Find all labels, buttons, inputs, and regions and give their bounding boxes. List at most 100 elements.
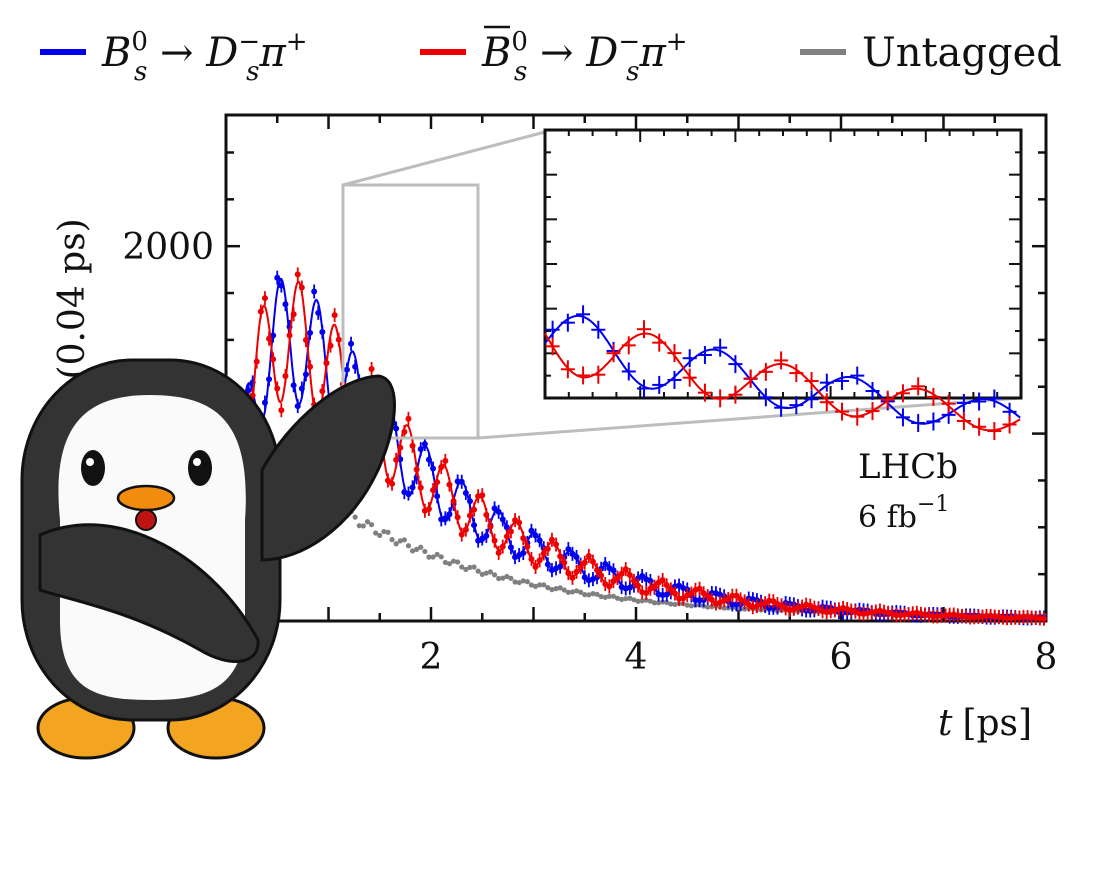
x-axis-label: t [ps] [938,703,1032,744]
untagged-point [496,575,502,582]
data-point [532,532,539,539]
data-point [286,332,293,339]
data-point [520,535,527,542]
untagged-point [475,568,481,574]
data-point [335,336,342,343]
data-point [499,516,506,523]
data-point [516,519,523,526]
untagged-point [459,564,465,570]
data-point [495,549,502,556]
untagged-point [377,532,383,539]
data-point [598,572,605,579]
untagged-point [602,594,608,600]
data-point [544,545,551,552]
data-point [626,571,633,578]
data-point [253,358,260,365]
data-point [548,536,555,543]
data-point [495,508,502,515]
data-point [270,356,277,363]
data-point [417,446,424,453]
untagged-point [500,575,506,581]
data-point [323,359,330,366]
data-point [425,506,432,513]
experiment-label: LHCb [858,447,958,487]
penguin-mascot [20,358,396,760]
untagged-point [549,587,555,593]
legend-label-untagged: Untagged [862,30,1062,76]
data-point [348,340,355,347]
data-point [581,559,588,566]
penguin-eye-right [188,450,212,486]
data-point [553,541,560,548]
untagged-point [434,551,440,558]
penguin-beak [116,484,176,512]
plot-area: 246810002000 LHCb 6 fb−1 t[ps] Candidate… [52,113,1057,744]
untagged-point [504,573,510,580]
data-point [454,514,461,521]
untagged-point [643,597,649,603]
untagged-point [594,591,600,597]
untagged-point [418,544,424,550]
data-point [725,595,732,602]
data-point [688,590,695,597]
untagged-point [467,564,473,571]
untagged-point [598,593,604,600]
untagged-point [414,546,420,552]
x-tick-label: 6 [830,637,853,678]
untagged-point [516,579,522,586]
data-point [741,598,748,605]
data-point [704,593,711,600]
data-point [696,585,703,592]
data-point [368,365,375,372]
untagged-point [619,596,625,603]
data-point [610,567,617,574]
data-point [401,428,408,435]
data-point [397,444,404,451]
data-point [274,385,281,392]
data-point [442,515,449,522]
data-point [278,407,285,414]
untagged-point [647,598,653,604]
data-point [384,477,391,484]
data-point [573,553,580,560]
untagged-point [672,601,678,608]
data-point [577,564,584,571]
data-point [594,567,601,574]
untagged-point [422,548,428,555]
untagged-point [450,558,457,564]
data-point [643,590,650,597]
data-point [302,371,309,378]
zoom-connector-top [342,130,546,187]
data-point [446,481,453,488]
untagged-point [360,523,366,529]
untagged-point [479,571,485,577]
untagged-point [373,530,379,536]
data-point [413,466,420,473]
data-point [307,363,314,370]
data-point [405,490,412,497]
data-point [622,566,629,573]
untagged-point [463,566,469,573]
data-point [581,574,588,581]
data-point [573,568,580,575]
data-point [503,524,510,531]
data-point [557,553,564,560]
data-point [483,532,490,539]
data-point [540,550,547,557]
data-point [261,399,268,406]
untagged-point [573,588,580,594]
untagged-point [639,598,645,604]
data-point [438,464,445,471]
legend: B0 s → D− sπ+ B0 s → D− sπ+ Untagged [40,25,1062,87]
data-point [245,387,252,394]
untagged-point [578,589,584,595]
data-point [614,574,621,581]
untagged-point [446,561,453,567]
data-point [417,484,424,491]
data-point [503,533,510,540]
data-point [471,506,478,513]
untagged-point [455,559,461,565]
data-point [618,570,625,577]
data-point [319,328,326,335]
data-point [499,543,506,550]
